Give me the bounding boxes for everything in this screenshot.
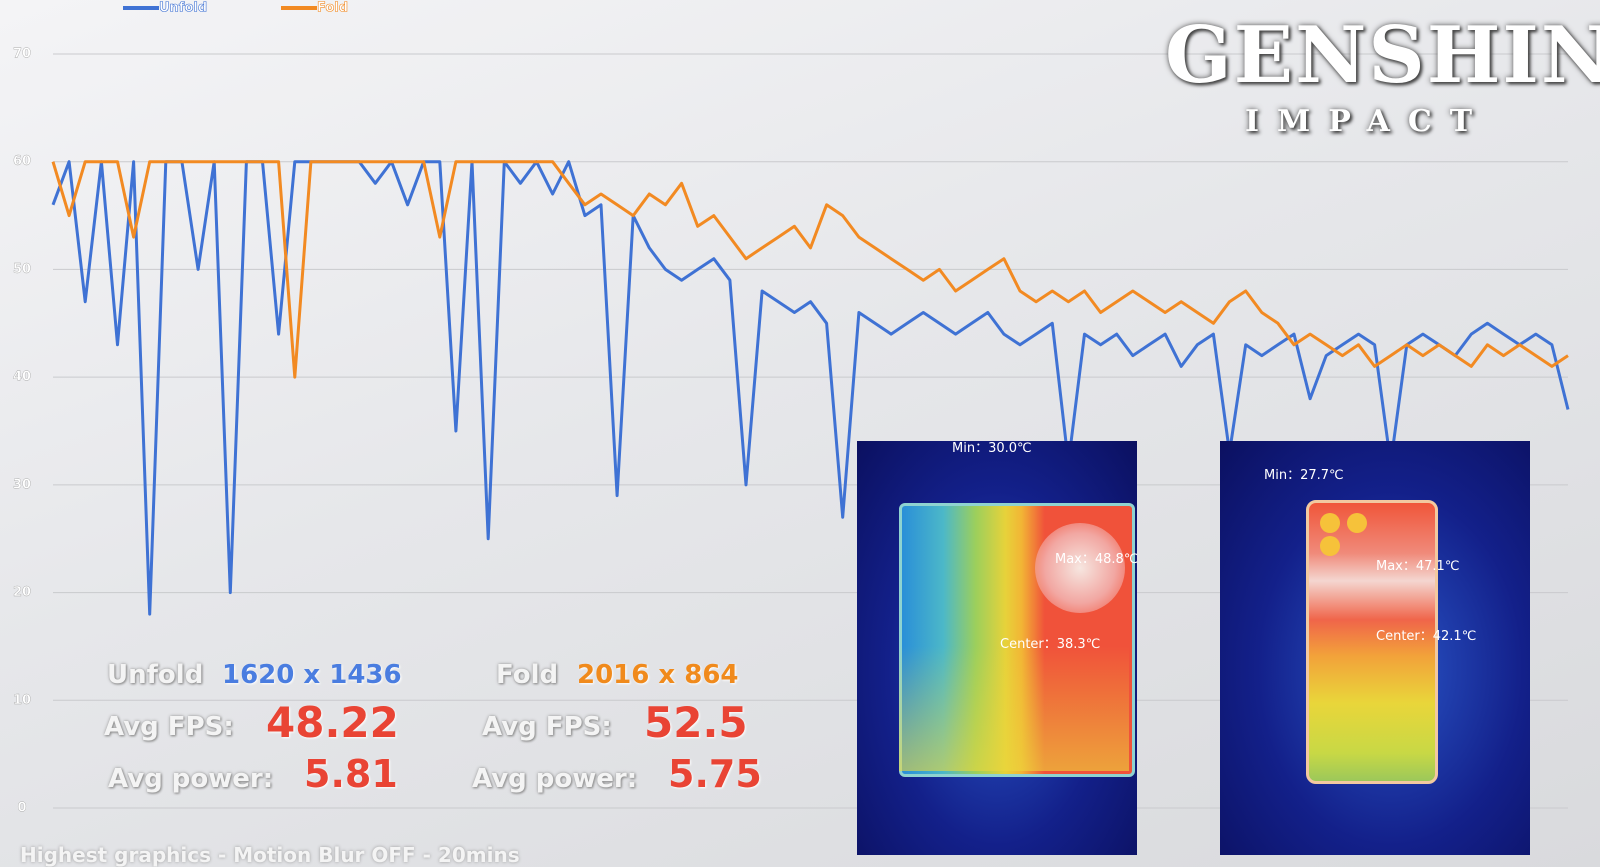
thermal-max: Max：48.8℃ — [1055, 552, 1137, 567]
fold-fps-label: Avg FPS: — [482, 712, 612, 742]
thermal-image: Min：27.7℃ Max：47.1℃ Center：42.1℃ — [1220, 441, 1530, 855]
thermal-image: Min：30.0℃ Max：48.8℃ Center：38.3℃ — [857, 441, 1137, 855]
legend-label: Fold — [317, 1, 348, 16]
fold-power-label: Avg power: — [472, 764, 638, 794]
unfold-power: 5.81 — [304, 752, 398, 796]
y-tick-label: 50 — [13, 262, 31, 277]
y-tick-label: 0 — [17, 801, 26, 816]
thermal-center: Center：38.3℃ — [1000, 637, 1101, 652]
thermal-min: Min：27.7℃ — [1264, 468, 1344, 483]
thermal-center: Center：42.1℃ — [1376, 629, 1477, 644]
unfold-label: Unfold — [107, 660, 204, 690]
y-tick-label: 30 — [13, 477, 31, 492]
thermal-min: Min：30.0℃ — [952, 441, 1032, 456]
fold-power: 5.75 — [668, 752, 762, 796]
unfold-resolution: 1620 x 1436 — [222, 660, 402, 690]
logo-subtitle: IMPACT — [1245, 104, 1491, 139]
fold-label: Fold — [496, 660, 559, 690]
legend-label: Unfold — [159, 1, 207, 16]
y-tick-label: 10 — [13, 693, 31, 708]
footer: Highest graphics - Motion Blur OFF - 20m… — [20, 843, 520, 867]
y-tick-label: 60 — [13, 154, 31, 169]
y-tick-label: 20 — [13, 585, 31, 600]
unfold-power-label: Avg power: — [108, 764, 274, 794]
y-tick-label: 70 — [13, 47, 31, 62]
thermal-max: Max：47.1℃ — [1376, 559, 1460, 574]
series-line — [51, 160, 1570, 616]
unfold-fps-label: Avg FPS: — [104, 712, 234, 742]
fold-resolution: 2016 x 864 — [577, 660, 739, 690]
series-line — [51, 160, 1569, 379]
fold-fps: 52.5 — [644, 698, 748, 747]
y-tick-label: 40 — [13, 370, 31, 385]
logo-title: GENSHIN — [1165, 10, 1600, 101]
unfold-fps: 48.22 — [266, 698, 399, 747]
